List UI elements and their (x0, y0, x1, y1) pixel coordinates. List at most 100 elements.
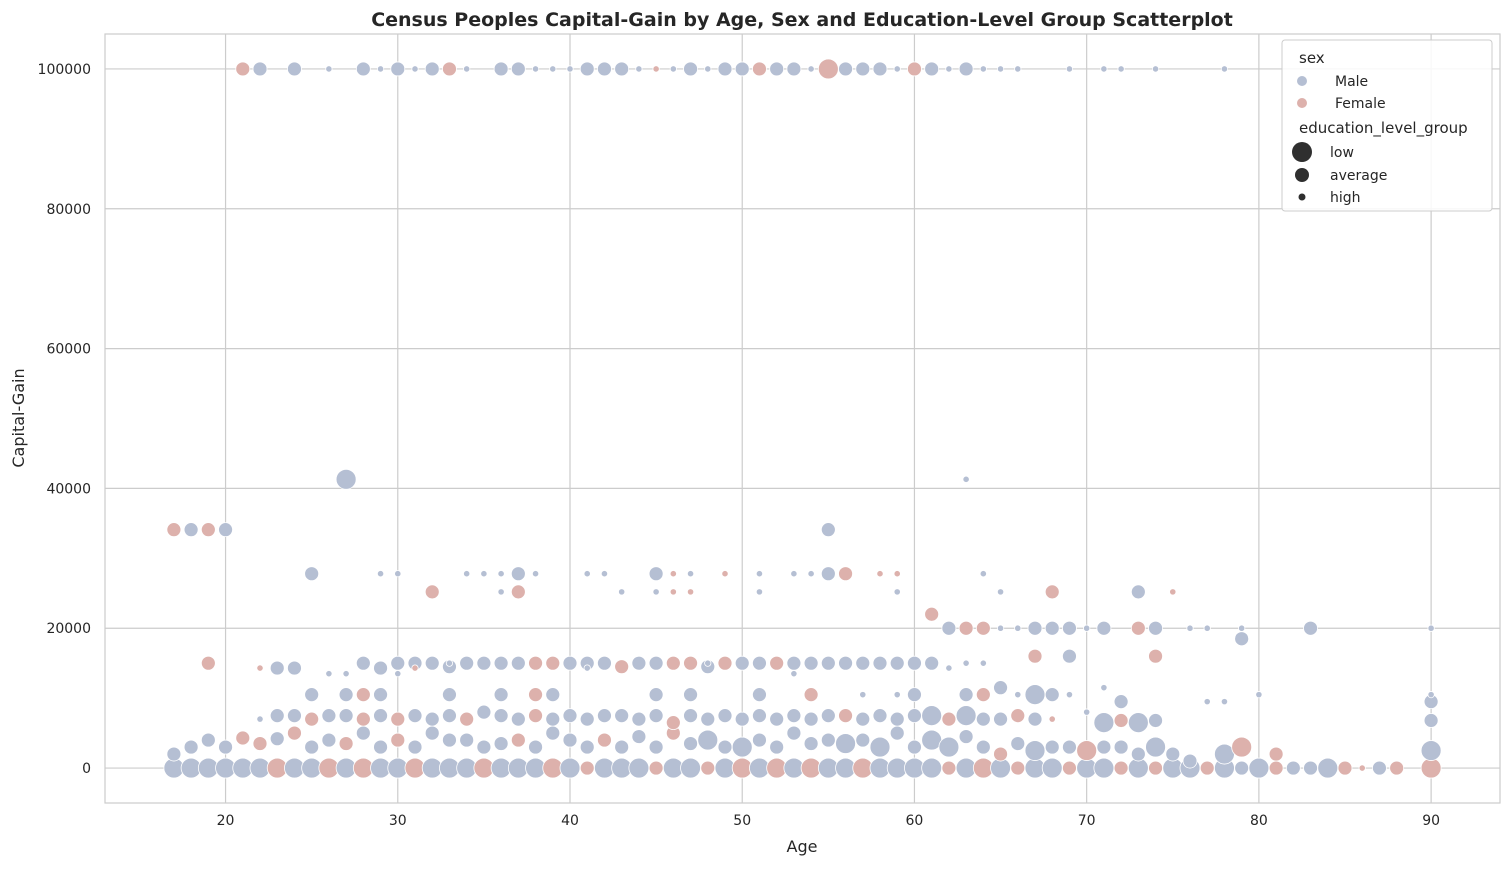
data-point (1014, 691, 1022, 699)
data-point (390, 732, 406, 748)
data-point (1130, 584, 1146, 600)
legend-size-title: education_level_group (1299, 119, 1468, 138)
data-point (597, 61, 612, 77)
data-point (376, 65, 385, 73)
data-point (411, 664, 419, 672)
data-point (817, 58, 839, 80)
y-tick-label: 100000 (38, 62, 91, 78)
data-point (549, 65, 557, 73)
data-point (545, 655, 561, 671)
x-tick-label: 70 (1078, 813, 1096, 829)
data-point (1220, 698, 1229, 706)
data-point (889, 725, 905, 741)
data-point (373, 660, 388, 676)
legend-marker-male (1297, 76, 1307, 86)
data-point (889, 711, 905, 727)
data-point (1062, 760, 1077, 776)
data-point (648, 739, 664, 755)
data-point (648, 566, 664, 582)
data-point (1096, 739, 1112, 755)
data-point (731, 736, 753, 758)
data-point (1024, 740, 1046, 761)
data-point (683, 736, 698, 751)
data-point (996, 65, 1005, 73)
data-point (1268, 746, 1284, 762)
data-point (652, 588, 660, 596)
data-point (955, 705, 977, 727)
data-point (562, 708, 578, 724)
data-point (463, 570, 471, 578)
data-point (614, 61, 630, 77)
data-point (893, 570, 901, 578)
data-point (528, 687, 543, 703)
data-point (975, 620, 991, 636)
data-point (1255, 691, 1263, 699)
data-point (1303, 760, 1318, 776)
data-point (697, 729, 719, 751)
data-point (355, 61, 371, 77)
data-point (614, 659, 630, 675)
data-point (807, 65, 815, 73)
data-point (820, 655, 836, 671)
data-point (1113, 739, 1129, 755)
data-point (480, 570, 488, 578)
data-point (1044, 687, 1060, 703)
data-point (1148, 648, 1163, 664)
data-point (166, 522, 182, 538)
data-point (752, 61, 767, 77)
data-point (979, 659, 987, 667)
legend-marker-female (1297, 98, 1307, 108)
data-point (1010, 760, 1026, 776)
data-point (1203, 698, 1211, 706)
data-point (459, 732, 475, 748)
data-point (686, 570, 695, 578)
data-point (252, 61, 268, 77)
data-point (579, 711, 595, 727)
data-point (1100, 684, 1108, 692)
data-point (1423, 713, 1439, 728)
data-point (528, 708, 543, 724)
data-point (921, 757, 943, 779)
data-point (1389, 760, 1405, 776)
data-point (734, 711, 750, 727)
data-point (648, 760, 664, 776)
data-point (342, 670, 350, 678)
data-point (790, 670, 798, 678)
data-point (838, 61, 853, 77)
data-point (704, 65, 712, 73)
data-point (566, 65, 574, 73)
data-point (1234, 631, 1250, 647)
data-point (1231, 736, 1253, 758)
data-point (907, 739, 922, 755)
data-point (463, 65, 471, 73)
data-point (218, 522, 233, 538)
data-point (872, 61, 888, 77)
data-point (545, 725, 561, 741)
data-point (510, 711, 526, 727)
x-tick-label: 80 (1250, 813, 1268, 829)
data-point (807, 570, 815, 578)
data-point (373, 687, 388, 703)
data-point (442, 708, 457, 724)
data-point (579, 739, 595, 755)
data-point (1317, 757, 1339, 779)
y-tick-label: 80000 (46, 202, 91, 218)
data-point (1113, 694, 1129, 710)
data-point (941, 620, 957, 636)
data-point (1427, 691, 1435, 699)
data-point (355, 725, 371, 741)
data-point (752, 732, 767, 748)
data-point (618, 588, 626, 596)
data-point (424, 725, 440, 741)
data-point (373, 739, 388, 755)
data-point (820, 732, 836, 748)
data-point (1358, 764, 1366, 772)
data-point (321, 708, 337, 724)
data-point (979, 570, 987, 578)
data-point (597, 732, 612, 748)
data-point (355, 687, 371, 703)
data-point (1083, 708, 1091, 716)
data-point (269, 708, 285, 724)
data-point (680, 757, 701, 779)
data-point (493, 61, 509, 77)
